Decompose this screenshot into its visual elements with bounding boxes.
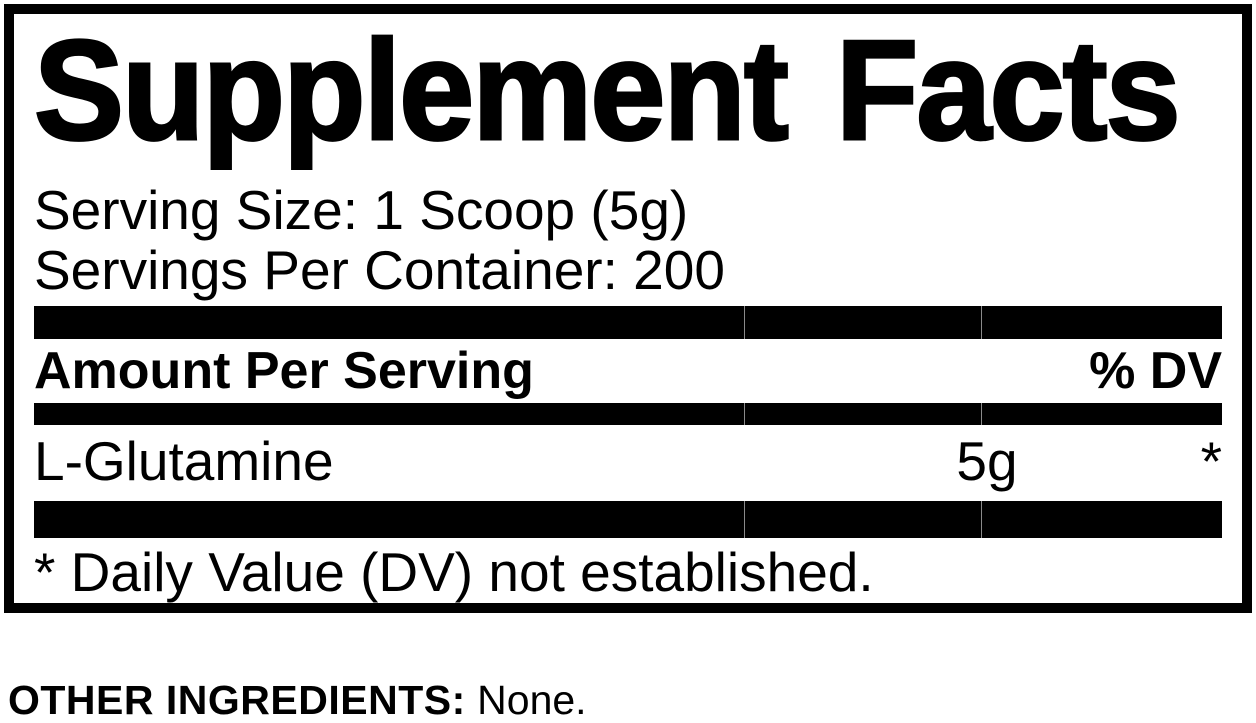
panel-title: Supplement Facts [33, 11, 1183, 170]
ingredient-values: 5g * [752, 425, 1222, 497]
servings-per-container-line: Servings Per Container: 200 [34, 239, 725, 301]
supplement-facts-panel: Supplement Facts Serving Size: 1 Scoop (… [4, 4, 1252, 613]
column-separator [981, 501, 982, 538]
ingredient-name: L-Glutamine [34, 430, 334, 492]
top-divider-bar [34, 306, 1222, 339]
serving-size-line: Serving Size: 1 Scoop (5g) [34, 179, 689, 241]
percent-dv-label: % DV [1089, 342, 1222, 400]
serving-info: Serving Size: 1 Scoop (5g) Servings Per … [34, 180, 1222, 300]
amount-per-serving-label: Amount Per Serving [34, 342, 534, 400]
ingredient-amount: 5g [956, 430, 1018, 492]
column-separator [744, 306, 745, 339]
column-separator [744, 403, 745, 425]
table-header-row: Amount Per Serving % DV [34, 345, 1222, 397]
ingredient-dv-asterisk: * [1200, 430, 1222, 492]
column-separator [981, 403, 982, 425]
other-ingredients-line: OTHER INGREDIENTS: None. [8, 678, 587, 723]
ingredient-row: L-Glutamine 5g * [34, 425, 1222, 497]
column-separator [981, 306, 982, 339]
header-divider-bar [34, 403, 1222, 425]
column-separator [744, 501, 745, 538]
dv-footnote: * Daily Value (DV) not established. [34, 541, 874, 603]
bottom-divider-bar [34, 501, 1222, 538]
